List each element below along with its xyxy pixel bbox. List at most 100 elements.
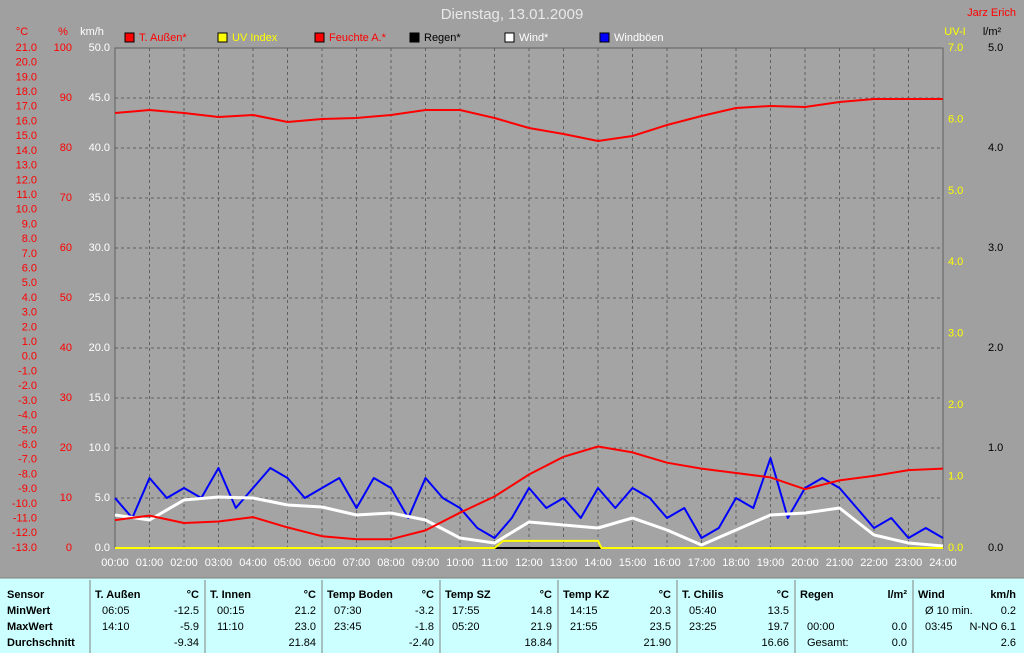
y-tick-label: -2.0 — [18, 380, 37, 392]
column-name: T. Chilis — [682, 589, 724, 601]
y-tick-label: 90 — [60, 92, 72, 104]
x-tick-label: 08:00 — [377, 557, 405, 569]
y-tick-label: 10.0 — [16, 204, 37, 216]
cell-time: 14:15 — [570, 605, 598, 617]
cell-value: 16.66 — [761, 637, 789, 649]
y-tick-label: 45.0 — [89, 92, 110, 104]
cell-value: 21.90 — [643, 637, 671, 649]
x-tick-label: 19:00 — [757, 557, 785, 569]
column-name: T. Innen — [210, 589, 251, 601]
y-tick-label: 0.0 — [988, 542, 1003, 554]
row-label: MaxWert — [7, 621, 53, 633]
cell-time: 11:10 — [217, 621, 244, 633]
column-unit: °C — [777, 589, 789, 601]
y-tick-label: 40.0 — [89, 142, 110, 154]
cell-time: 00:15 — [217, 605, 245, 617]
y-tick-label: -10.0 — [12, 498, 37, 510]
y-tick-label: 3.0 — [22, 307, 37, 319]
cell-value: 19.7 — [768, 621, 789, 633]
column-name: T. Außen — [95, 589, 141, 601]
axis-header: °C — [16, 26, 28, 38]
y-tick-label: 8.0 — [22, 233, 37, 245]
series-line — [114, 445, 944, 541]
y-tick-label: 0 — [66, 542, 72, 554]
y-tick-label: -3.0 — [18, 395, 37, 407]
y-tick-label: 0.0 — [948, 542, 963, 554]
column-unit: °C — [187, 589, 199, 601]
y-tick-label: 0.0 — [22, 351, 37, 363]
y-tick-label: 15.0 — [16, 130, 37, 142]
legend-label: Regen* — [424, 32, 461, 44]
y-tick-label: 6.0 — [22, 262, 37, 274]
column-name: Regen — [800, 589, 834, 601]
y-tick-label: 25.0 — [89, 292, 110, 304]
cell-value: 0.2 — [1001, 605, 1016, 617]
x-tick-label: 01:00 — [136, 557, 164, 569]
author: Jarz Erich — [967, 7, 1016, 19]
y-tick-label: 3.0 — [948, 328, 963, 340]
y-tick-label: 1.0 — [988, 442, 1003, 454]
cell-time: 14:10 — [102, 621, 130, 633]
column-name: Temp Boden — [327, 589, 393, 601]
legend-swatch — [504, 32, 515, 43]
series-line — [114, 495, 944, 548]
x-tick-label: 03:00 — [205, 557, 233, 569]
y-tick-label: -8.0 — [18, 468, 37, 480]
y-tick-label: 14.0 — [16, 145, 37, 157]
cell-value: 0.0 — [892, 637, 907, 649]
cell-time: Ø 10 min. — [925, 605, 973, 617]
cell-value: -12.5 — [174, 605, 199, 617]
y-tick-label: 60 — [60, 242, 72, 254]
y-tick-label: 20 — [60, 442, 72, 454]
cell-value: -9.34 — [174, 637, 199, 649]
legend-swatch — [217, 32, 228, 43]
y-tick-label: 35.0 — [89, 192, 110, 204]
cell-value: -1.8 — [415, 621, 434, 633]
y-tick-label: 17.0 — [16, 101, 37, 113]
chart-title: Dienstag, 13.01.2009 — [441, 6, 584, 23]
x-tick-label: 11:00 — [481, 557, 508, 569]
axis-header: km/h — [80, 26, 104, 38]
x-tick-label: 12:00 — [515, 557, 543, 569]
y-tick-label: 5.0 — [22, 277, 37, 289]
cell-time: 06:05 — [102, 605, 130, 617]
x-tick-label: 18:00 — [722, 557, 750, 569]
y-tick-label: 5.0 — [988, 42, 1003, 54]
x-tick-label: 04:00 — [239, 557, 267, 569]
cell-value: -2.40 — [409, 637, 434, 649]
x-tick-label: 05:00 — [274, 557, 302, 569]
cell-value: 21.84 — [288, 637, 316, 649]
legend-label: Windböen — [614, 32, 664, 44]
cell-value: -5.9 — [180, 621, 199, 633]
y-tick-label: -9.0 — [18, 483, 37, 495]
y-tick-label: 40 — [60, 342, 72, 354]
y-tick-label: 1.0 — [948, 470, 963, 482]
y-tick-label: -5.0 — [18, 424, 37, 436]
y-tick-label: 18.0 — [16, 86, 37, 98]
x-tick-label: 23:00 — [895, 557, 923, 569]
y-tick-label: -7.0 — [18, 454, 37, 466]
x-tick-label: 07:00 — [343, 557, 371, 569]
cell-time: 00:00 — [807, 621, 835, 633]
column-unit: °C — [540, 589, 552, 601]
table-background — [0, 578, 1024, 653]
x-tick-label: 09:00 — [412, 557, 440, 569]
y-tick-label: 5.0 — [948, 185, 963, 197]
x-tick-label: 02:00 — [170, 557, 198, 569]
legend-label: T. Außen* — [139, 32, 187, 44]
y-tick-label: -12.0 — [12, 527, 37, 539]
x-tick-label: 16:00 — [653, 557, 681, 569]
axis-header: UV-I — [944, 26, 965, 38]
axis-header: l/m² — [983, 26, 1002, 38]
y-tick-label: 70 — [60, 192, 72, 204]
cell-value: 18.84 — [524, 637, 552, 649]
column-unit: km/h — [990, 589, 1016, 601]
legend-label: Wind* — [519, 32, 549, 44]
x-tick-label: 06:00 — [308, 557, 336, 569]
y-tick-label: 30 — [60, 392, 72, 404]
cell-value: -3.2 — [415, 605, 434, 617]
y-tick-label: -6.0 — [18, 439, 37, 451]
legend-label: UV Index — [232, 32, 278, 44]
y-tick-label: 7.0 — [948, 42, 963, 54]
axis-header: % — [58, 26, 68, 38]
